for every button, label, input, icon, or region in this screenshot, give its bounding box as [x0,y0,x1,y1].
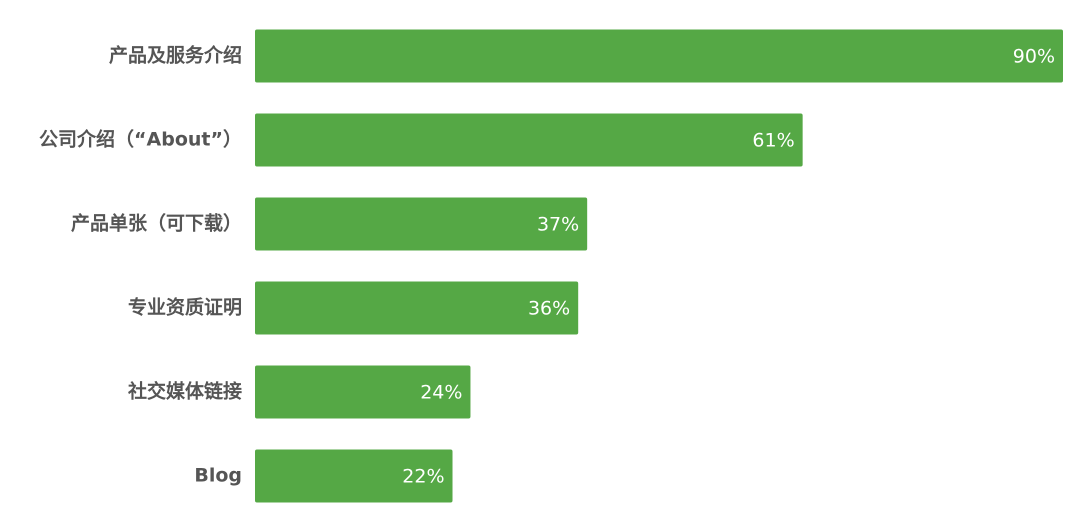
bar [255,29,1063,83]
value-label: 61% [752,130,794,152]
value-label: 36% [528,298,570,320]
bar [255,281,579,335]
category-label: Blog [194,465,242,487]
category-label: 社交媒体链接 [127,380,242,403]
value-label: 22% [402,466,444,488]
category-label: 公司介绍（“About”） [39,128,242,151]
bar [255,113,803,167]
bar [255,365,471,419]
bar [255,197,588,251]
category-label: 产品及服务介绍 [109,44,242,67]
value-label: 37% [537,214,579,236]
category-label: 专业资质证明 [128,296,242,319]
value-label: 24% [420,382,462,404]
category-label: 产品单张（可下载） [71,212,242,235]
bar [255,449,453,503]
value-label: 90% [1013,46,1055,68]
